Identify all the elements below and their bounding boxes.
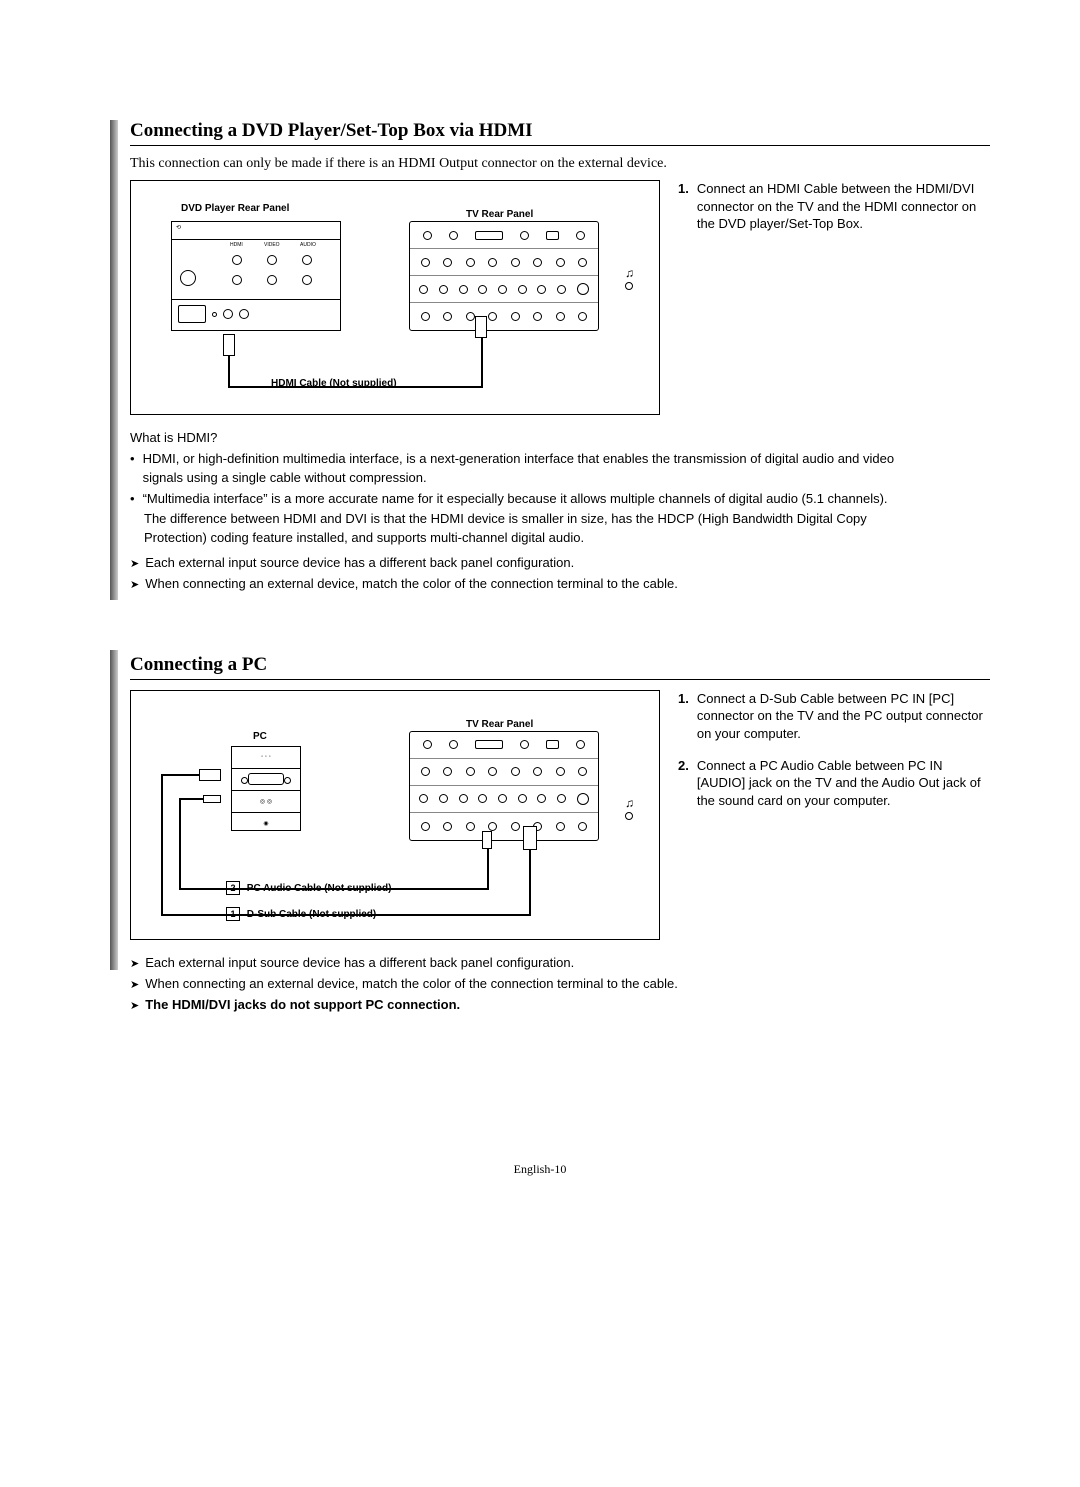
section1-steps: 1.Connect an HDMI Cable between the HDMI… [678, 180, 990, 415]
section2-arrow-1: Each external input source device has a … [145, 955, 574, 970]
dsub-plug-left [199, 769, 221, 781]
left-bar-2 [110, 650, 118, 970]
hdmi-bullet-2: “Multimedia interface” is a more accurat… [143, 490, 888, 509]
cable1-label: D-Sub Cable (Not supplied) [247, 909, 376, 920]
hdmi-cable-label: HDMI Cable (Not supplied) [271, 378, 397, 389]
section1-arrow-1: Each external input source device has a … [145, 555, 574, 570]
section2-notes: Each external input source device has a … [130, 954, 910, 1015]
hdmi-bullet-1: HDMI, or high-definition multimedia inte… [143, 450, 910, 488]
section1-arrow-2: When connecting an external device, matc… [145, 576, 678, 591]
headphone-icon-2: ♫ [625, 796, 634, 820]
section1-notes: What is HDMI? •HDMI, or high-definition … [130, 429, 910, 594]
step2-text-1: Connect a D-Sub Cable between PC IN [PC]… [697, 690, 990, 743]
tv-rear-panel-1 [409, 221, 599, 331]
cable1-badge: 1 [226, 907, 240, 921]
step2-num-1: 1. [678, 690, 689, 743]
tv-panel-label-1: TV Rear Panel [466, 209, 533, 220]
section2-steps: 1.Connect a D-Sub Cable between PC IN [P… [678, 690, 990, 940]
diagram-pc: PC TV Rear Panel ◦ ◦ ◦ ◎ ◎ ◉ [130, 690, 660, 940]
page-footer: English-10 [514, 1162, 567, 1177]
cable2-label: PC Audio Cable (Not supplied) [247, 883, 392, 894]
dsub-plug-right [523, 826, 537, 850]
tv-panel-label-2: TV Rear Panel [466, 719, 533, 730]
step-text: Connect an HDMI Cable between the HDMI/D… [697, 180, 990, 233]
step2-text-2: Connect a PC Audio Cable between PC IN [… [697, 757, 990, 810]
cable2-badge: 2 [226, 881, 240, 895]
tv-rear-panel-2 [409, 731, 599, 841]
pc-rear-panel: ◦ ◦ ◦ ◎ ◎ ◉ [231, 746, 301, 831]
audio-plug-left [203, 795, 221, 803]
step-num: 1. [678, 180, 689, 233]
section2-arrow-bold: The HDMI/DVI jacks do not support PC con… [145, 997, 460, 1012]
audio-plug-right [482, 831, 492, 849]
section1-title: Connecting a DVD Player/Set-Top Box via … [130, 120, 990, 146]
section2-arrow-2: When connecting an external device, matc… [145, 976, 678, 991]
hdmi-plug-right [475, 316, 487, 338]
headphone-icon: ♫ [625, 266, 634, 290]
diagram-hdmi: DVD Player Rear Panel TV Rear Panel ⟲ HD… [130, 180, 660, 415]
step2-num-2: 2. [678, 757, 689, 810]
what-is-hdmi-heading: What is HDMI? [130, 429, 910, 448]
section1-intro: This connection can only be made if ther… [130, 156, 990, 172]
hdmi-diff-text: The difference between HDMI and DVI is t… [130, 510, 910, 548]
section2-title: Connecting a PC [130, 654, 990, 680]
pc-label: PC [253, 731, 267, 742]
hdmi-plug-left [223, 334, 235, 356]
left-bar-1 [110, 120, 118, 600]
dvd-panel-label: DVD Player Rear Panel [181, 203, 289, 214]
dvd-rear-panel: ⟲ HDMI VIDEO AUDIO [171, 221, 341, 331]
